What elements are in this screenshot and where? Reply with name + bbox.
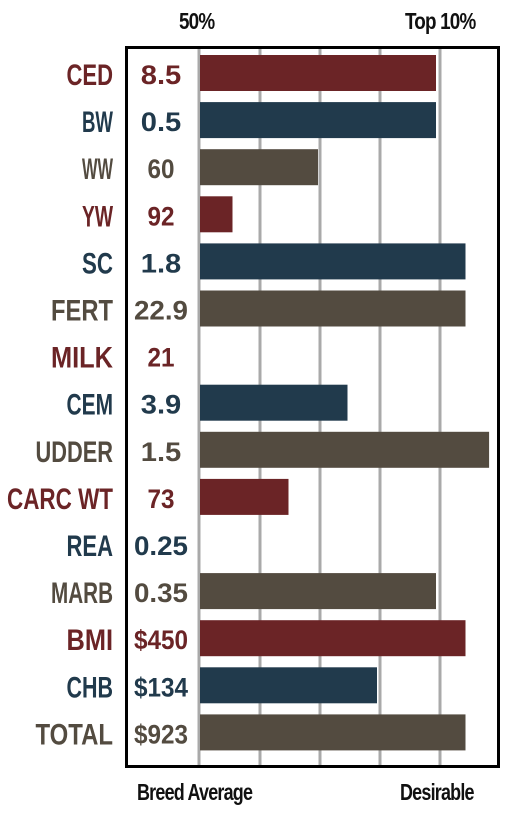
trait-label-bmi: BMI <box>67 624 114 657</box>
bar-ced <box>200 55 436 91</box>
value-label-cem: 3.9 <box>141 390 182 420</box>
value-label-ced: 8.5 <box>141 60 182 90</box>
trait-label-udder: UDDER <box>36 436 114 469</box>
footer-label-breed-average: Breed Average <box>137 779 253 805</box>
value-label-yw: 92 <box>148 201 175 231</box>
bar-fert <box>200 290 466 327</box>
bar-bmi <box>200 620 466 657</box>
trait-label-ww: WW <box>82 153 113 186</box>
value-label-sc: 1.8 <box>141 248 182 278</box>
value-label-udder: 1.5 <box>141 437 182 467</box>
value-label-chb: $134 <box>134 672 188 702</box>
trait-label-cem: CEM <box>67 389 114 422</box>
chart-frame <box>125 46 500 768</box>
bar-sc <box>200 243 466 280</box>
bar-cem <box>200 384 348 421</box>
bar-marb <box>200 573 436 610</box>
bar-chb <box>200 667 377 704</box>
trait-label-total: TOTAL <box>36 718 114 751</box>
trait-label-chb: CHB <box>67 671 114 704</box>
value-label-fert: 22.9 <box>134 296 188 326</box>
trait-label-milk: MILK <box>51 342 113 375</box>
trait-label-rea: REA <box>67 530 114 563</box>
bar-total <box>200 714 466 751</box>
bar-bw <box>200 102 436 139</box>
value-label-rea: 0.25 <box>134 531 188 561</box>
bar-udder <box>200 431 490 468</box>
bar-ww <box>200 149 318 186</box>
header-label-top-10-percent: Top 10% <box>405 8 476 34</box>
value-label-carc-wt: 73 <box>148 484 175 514</box>
footer-label-desirable: Desirable <box>400 779 475 805</box>
trait-label-sc: SC <box>82 247 113 280</box>
trait-label-carc-wt: CARC WT <box>7 483 113 516</box>
value-label-ww: 60 <box>148 154 175 184</box>
trait-label-ced: CED <box>67 59 114 92</box>
value-label-total: $923 <box>134 719 188 749</box>
bar-carc-wt <box>200 478 289 515</box>
trait-label-bw: BW <box>82 106 113 139</box>
value-label-bmi: $450 <box>134 625 188 655</box>
value-label-marb: 0.35 <box>134 578 188 608</box>
value-label-milk: 21 <box>148 343 175 373</box>
trait-label-marb: MARB <box>51 577 113 610</box>
header-label-50-percent: 50% <box>179 8 215 34</box>
bar-yw <box>200 196 233 233</box>
value-label-bw: 0.5 <box>141 107 182 137</box>
trait-label-fert: FERT <box>51 295 113 328</box>
trait-label-yw: YW <box>82 200 113 233</box>
